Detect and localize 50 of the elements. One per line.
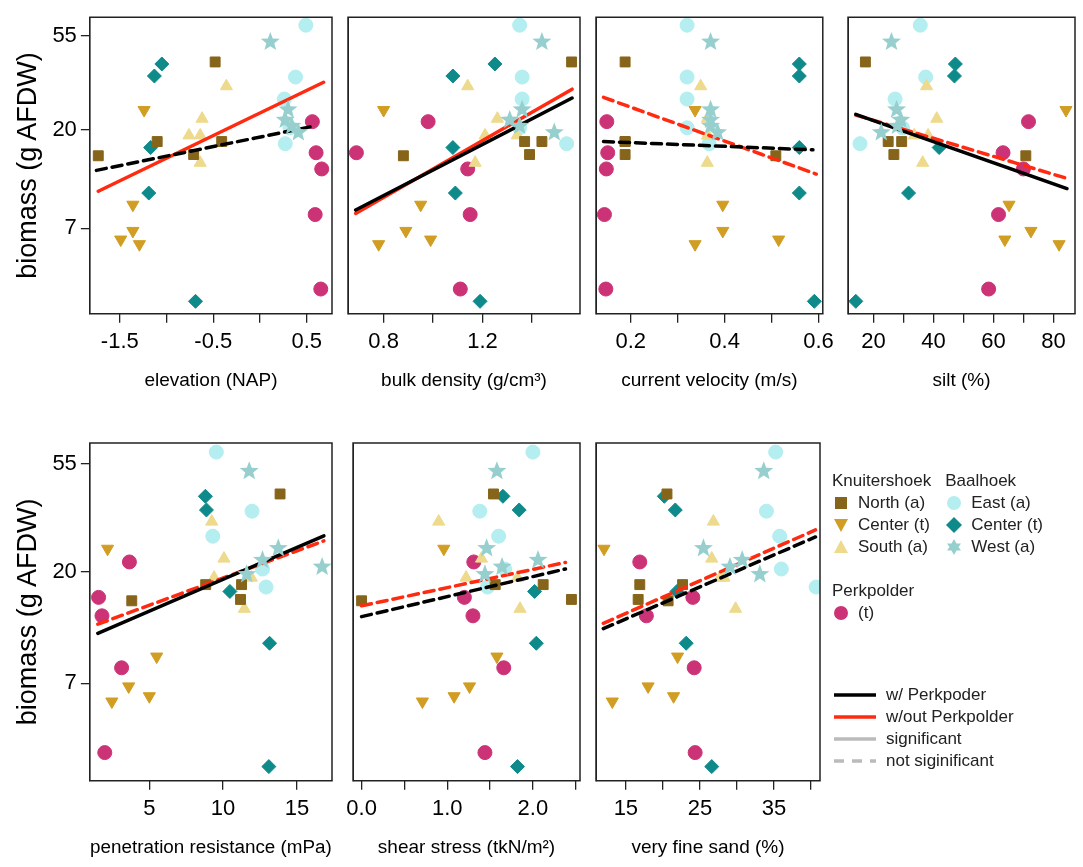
y-tick-label: 55 [52, 450, 77, 476]
legend-label: South (a) [858, 536, 928, 558]
x-tick-label: -1.5 [100, 328, 139, 354]
x-axis-title: penetration resistance (mPa) [90, 835, 332, 857]
legend-label: Center (t) [858, 514, 930, 536]
x-tick-label: 35 [761, 795, 787, 821]
x-tick-label: 40 [921, 328, 946, 354]
text: Knuitershoek [832, 470, 932, 492]
legend-label: w/out Perkpolder [886, 706, 1014, 728]
x-tick-label: 0.0 [346, 795, 377, 821]
x-tick-label: -0.5 [194, 328, 233, 354]
legend-label: w/ Perkpoder [886, 684, 987, 706]
legend-label: West (a) [971, 536, 1036, 558]
y-tick-label: 20 [52, 557, 77, 583]
x-tick-label: 0.6 [803, 328, 834, 354]
x-tick-label: 5 [143, 795, 156, 821]
legend-label: Center (t) [971, 514, 1044, 536]
x-tick-label: 0.5 [291, 328, 323, 354]
x-tick-label: 15 [613, 795, 639, 821]
text: Baalhoek [945, 470, 1018, 492]
text: Perkpolder [832, 580, 916, 602]
legend-label: East (a) [971, 492, 1031, 514]
y-axis-title: biomass (g AFDW) [11, 52, 42, 279]
x-axis-title: very fine sand (%) [631, 835, 785, 857]
y-tick-label: 20 [52, 116, 77, 142]
y-axis-title: biomass (g AFDW) [11, 498, 42, 726]
x-axis-title: current velocity (m/s) [621, 368, 798, 390]
x-tick-label: 80 [1041, 328, 1066, 354]
x-tick-label: 20 [861, 328, 886, 354]
x-tick-label: 2.0 [517, 795, 549, 821]
x-tick-label: 1.0 [431, 795, 463, 821]
x-tick-label: 10 [210, 795, 236, 821]
text: not siginificant [886, 750, 994, 772]
legend-label: (t) [858, 602, 875, 624]
y-tick-label: 55 [52, 21, 77, 47]
x-tick-label: 0.8 [368, 328, 399, 354]
x-tick-label: 0.4 [709, 328, 740, 354]
legend-label: North (a) [858, 492, 926, 514]
y-tick-label: 7 [64, 214, 77, 240]
text: significant [886, 728, 962, 750]
x-tick-label: 0.2 [615, 328, 647, 354]
x-axis-title: elevation (NAP) [144, 368, 278, 390]
x-tick-label: 25 [687, 795, 713, 821]
x-tick-label: 15 [284, 795, 310, 821]
x-tick-label: 60 [981, 328, 1006, 354]
x-axis-title: silt (%) [932, 368, 991, 390]
y-tick-label: 7 [64, 669, 77, 695]
x-tick-label: 1.2 [467, 328, 498, 354]
x-axis-title: bulk density (g/cm³) [381, 368, 547, 390]
x-axis-title: shear stress (tkN/m²) [377, 835, 556, 857]
